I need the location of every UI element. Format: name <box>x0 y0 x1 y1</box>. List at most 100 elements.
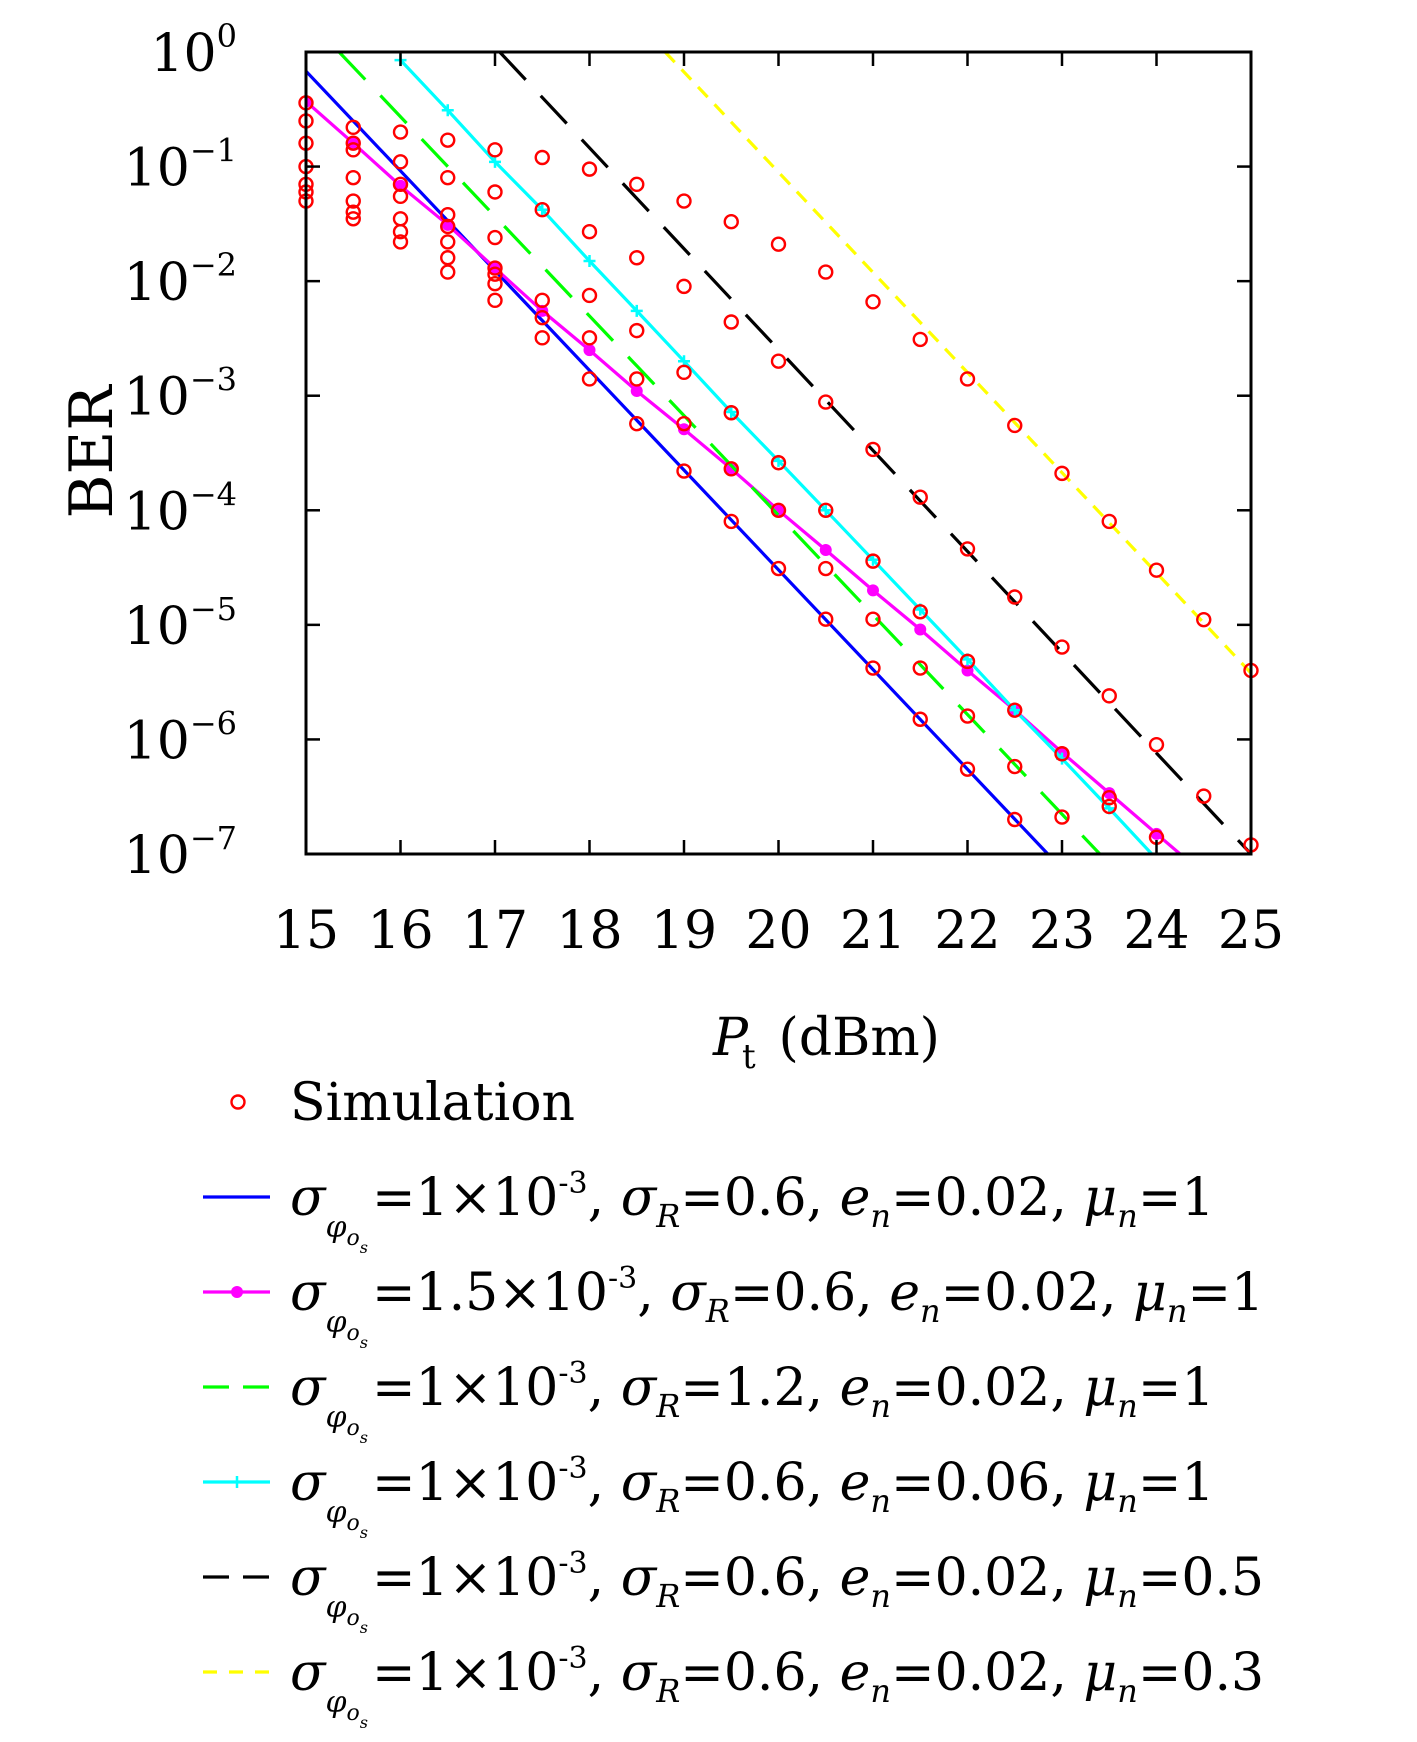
y-tick-label: 10−4 <box>124 475 237 542</box>
simulation-point <box>676 278 692 295</box>
simulation-point <box>1196 611 1212 628</box>
simulation-point <box>865 660 881 676</box>
x-tick-label: 23 <box>1029 901 1095 961</box>
simulation-point <box>770 455 787 471</box>
x-tick-label: 18 <box>556 901 622 961</box>
legend-simulation-marker <box>230 1094 246 1110</box>
y-tick-label: 10−6 <box>124 704 237 771</box>
simulation-point <box>487 266 503 282</box>
y-tick-exponent: 0 <box>217 17 237 55</box>
simulation-point <box>487 292 503 309</box>
simulation-point <box>440 250 456 266</box>
simulation-point <box>865 441 881 458</box>
legend-label-3: σφos=1×10-3, σR=1.2, en=0.02, μn=1 <box>290 1356 1214 1447</box>
simulation-point <box>345 211 361 227</box>
legend-label-6: σφos=1×10-3, σR=0.6, en=0.02, μn=0.3 <box>290 1641 1264 1732</box>
simulation-point <box>865 611 881 627</box>
simulation-point <box>345 204 361 220</box>
y-tick-exponent: −4 <box>190 475 237 513</box>
simulation-point <box>392 176 409 193</box>
y-tick-label: 10−2 <box>124 246 237 313</box>
y-tick-label: 100 <box>150 17 237 84</box>
simulation-point <box>392 211 409 227</box>
series-line-6 <box>663 52 1251 675</box>
simulation-point <box>440 169 456 186</box>
simulation-point <box>865 294 881 310</box>
series-point-4 <box>536 203 549 216</box>
series-point-2 <box>819 544 832 557</box>
x-tick-label: 17 <box>462 901 528 961</box>
simulation-point <box>912 660 928 676</box>
simulation-point <box>392 234 409 250</box>
simulation-point <box>581 224 598 240</box>
y-axis-label: BER <box>57 384 127 519</box>
simulation-point <box>440 218 456 235</box>
simulation-point <box>1054 809 1070 825</box>
y-tick-exponent: −2 <box>190 246 237 284</box>
simulation-point <box>581 161 598 177</box>
legend-simulation-label: Simulation <box>290 1073 575 1133</box>
simulation-point <box>345 142 361 158</box>
legend-marker-4 <box>231 1476 243 1488</box>
simulation-point <box>959 653 976 670</box>
simulation-point <box>1148 562 1165 578</box>
simulation-point <box>440 264 456 280</box>
simulation-point <box>581 371 598 387</box>
series-point-2 <box>725 462 738 475</box>
simulation-point <box>629 371 645 387</box>
simulation-point <box>912 489 928 505</box>
simulation-point <box>676 364 692 381</box>
simulation-point <box>959 708 976 724</box>
series-point-2 <box>583 344 596 357</box>
y-tick-label: 10−3 <box>124 361 237 428</box>
legend-label-5: σφos=1×10-3, σR=0.6, en=0.02, μn=0.5 <box>290 1546 1264 1637</box>
y-tick-label: 10−7 <box>124 819 237 886</box>
simulation-point <box>723 214 739 230</box>
simulation-point <box>676 415 692 432</box>
x-axis-label: P t (dBm) <box>712 1008 940 1077</box>
simulation-point <box>865 553 881 569</box>
simulation-point <box>818 394 834 410</box>
simulation-point <box>345 169 361 186</box>
legend-label-1: σφos=1×10-3, σR=0.6, en=0.02, μn=1 <box>290 1166 1214 1257</box>
legend-label-4: σφos=1×10-3, σR=0.6, en=0.06, μn=1 <box>290 1451 1214 1542</box>
x-tick-label: 15 <box>273 901 339 961</box>
simulation-point <box>534 202 550 218</box>
simulation-point <box>345 119 361 136</box>
simulation-point <box>392 224 409 240</box>
legend-marker-2 <box>231 1286 243 1298</box>
simulation-point <box>1054 465 1070 482</box>
y-tick-exponent: −3 <box>190 361 237 399</box>
legend-label-2: σφos=1.5×10-3, σR=0.6, en=0.02, μn=1 <box>290 1261 1264 1352</box>
series-point-4 <box>489 155 501 168</box>
series-point-4 <box>630 304 643 317</box>
simulation-point <box>1101 798 1117 815</box>
y-tick-exponent: −1 <box>190 132 237 170</box>
simulation-point <box>581 287 598 304</box>
y-tick-exponent: −6 <box>190 704 237 742</box>
series-point-4 <box>819 504 832 517</box>
simulation-point <box>629 415 645 432</box>
simulation-point <box>534 292 550 309</box>
simulation-point <box>487 184 503 200</box>
simulation-point <box>629 176 645 193</box>
simulation-point <box>1101 790 1117 806</box>
x-tick-label: 21 <box>840 901 906 961</box>
series-point-4 <box>725 406 738 419</box>
simulation-point <box>912 331 928 348</box>
x-axis-label-subscript: t <box>742 1037 756 1077</box>
simulation-point <box>1007 417 1023 434</box>
simulation-point <box>392 124 409 140</box>
series-point-4 <box>583 254 596 267</box>
simulation-point <box>629 250 645 266</box>
series-point-2 <box>1103 787 1116 800</box>
simulation-point <box>676 193 692 209</box>
series-line-2 <box>306 100 1182 854</box>
x-axis-label-symbol: P <box>712 1008 749 1068</box>
simulation-point <box>1007 702 1023 718</box>
y-tick-label: 10−5 <box>124 590 237 657</box>
x-tick-label: 24 <box>1123 901 1189 961</box>
simulation-point <box>770 353 787 369</box>
